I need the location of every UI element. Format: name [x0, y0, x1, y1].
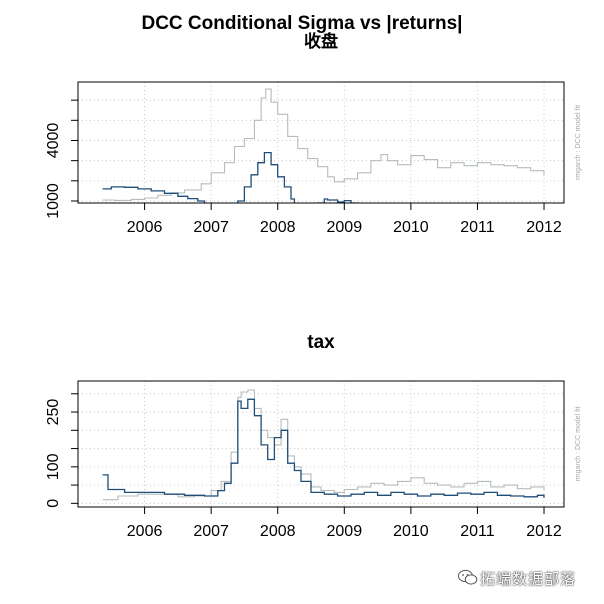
x-tick-label: 2009	[327, 219, 363, 236]
x-tick-label: 2006	[127, 523, 163, 540]
watermark: 拓端数据部落	[452, 566, 602, 592]
x-tick-label: 2011	[460, 219, 495, 236]
x-tick-label: 2008	[260, 523, 296, 540]
x-tick-label: 2009	[327, 523, 363, 540]
series-line-returns	[102, 88, 545, 201]
x-tick-label: 2011	[460, 523, 495, 540]
x-tick-label: 2006	[127, 219, 163, 236]
x-tick-label: 2012	[526, 523, 562, 540]
series-line-sigma	[102, 151, 359, 203]
chart-panel-tax: tax 2006 2007 2008 2009 2010 2011 2012 0 100 250 rm…	[45, 332, 582, 540]
wechat-icon	[458, 569, 478, 585]
series-line-sigma	[102, 398, 545, 498]
plot-frame	[77, 81, 565, 204]
x-tick-label: 2007	[193, 523, 229, 540]
x-tick-label: 2012	[526, 219, 562, 236]
chart-title: 收盘	[304, 31, 338, 52]
y-tick-label: 250	[45, 399, 62, 426]
x-tick-label: 2010	[393, 219, 429, 236]
x-tick-label: 2010	[393, 523, 429, 540]
chart-title: tax	[307, 332, 335, 353]
plot-frame	[77, 380, 565, 508]
y-tick-label: 4000	[45, 123, 62, 159]
x-tick-label: 2007	[193, 219, 229, 236]
figure-title: DCC Conditional Sigma vs |returns|	[141, 13, 462, 34]
model-fit-note: rmgarch : DCC model fit	[575, 406, 582, 481]
series-line-returns	[102, 389, 545, 501]
model-fit-note: rmgarch : DCC model fit	[575, 105, 582, 180]
y-tick-label: 0	[45, 499, 62, 508]
y-tick-label: 1000	[45, 183, 62, 219]
watermark-text: 拓端数据部落	[480, 570, 577, 588]
y-tick-label: 100	[45, 453, 62, 480]
chart-panel-price: 收盘 2006 2007 2008 2009 2010 2011 2012 1000 4000 rm…	[45, 31, 582, 236]
x-tick-label: 2008	[260, 219, 296, 236]
